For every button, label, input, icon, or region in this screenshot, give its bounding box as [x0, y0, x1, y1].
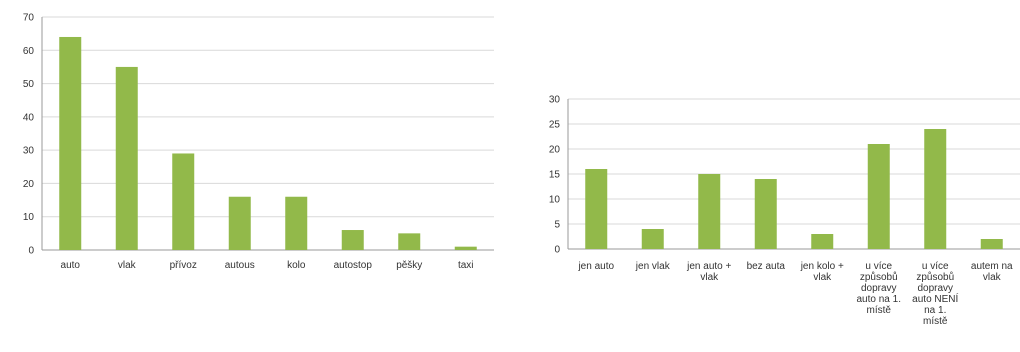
chart-transport-modes: 0 10 20 30 40 50 60 70 auto vlak přívoz autous kolo a… — [0, 0, 500, 300]
x-category-label-line: způsobů — [916, 271, 954, 283]
y-tick-label: 0 — [28, 246, 34, 257]
x-category-label-line: auto na 1. — [857, 294, 901, 305]
bar — [172, 153, 195, 250]
x-category-label-line: dopravy — [917, 283, 953, 294]
x-category-label-line: auto NENÍ — [912, 292, 958, 305]
x-category-label-line: kolo — [287, 260, 306, 271]
x-category-label-line: auto — [61, 260, 81, 271]
x-category-label-line: u více — [865, 261, 892, 272]
x-category-label-line: vlak — [700, 272, 719, 283]
x-category-label: jen auto + vlak — [686, 261, 731, 283]
bar — [754, 179, 777, 249]
x-category-label: kolo — [287, 260, 306, 271]
bar — [341, 230, 364, 250]
y-tick-label: 40 — [23, 112, 35, 123]
x-category-label: u více způsobů dopravy auto na 1. místě — [857, 261, 901, 316]
x-category-label: jen vlak — [635, 261, 671, 272]
x-category-label-line: vlak — [813, 272, 832, 283]
x-category-label-line: autem na — [971, 261, 1013, 272]
y-tick-label: 5 — [554, 220, 560, 231]
bar — [398, 233, 421, 250]
x-category-label: bez auta — [747, 261, 786, 272]
bar — [285, 196, 308, 250]
x-category-label-line: přívoz — [170, 260, 197, 271]
y-tick-label: 0 — [554, 245, 560, 256]
chart-transport-modes-svg: 0 10 20 30 40 50 60 70 auto vlak přívoz autous kolo a… — [23, 13, 494, 271]
x-category-label-line: dopravy — [861, 283, 897, 294]
y-tick-label: 60 — [23, 46, 35, 57]
x-category-label: přívoz — [170, 260, 197, 271]
bar — [980, 239, 1003, 249]
bar — [115, 66, 138, 250]
y-tick-label: 20 — [23, 179, 35, 190]
x-category-label: jen kolo + vlak — [800, 261, 844, 283]
x-category-label: autem na vlak — [971, 261, 1013, 283]
y-tick-label: 30 — [549, 95, 561, 106]
x-category-label: vlak — [118, 260, 137, 271]
bar — [867, 144, 890, 249]
y-tick-label: 10 — [23, 212, 35, 223]
x-category-label-line: taxi — [458, 260, 474, 271]
x-category-label: auto — [61, 260, 81, 271]
x-category-label: jen auto — [577, 261, 614, 272]
y-tick-label: 15 — [549, 170, 561, 181]
x-category-label-line: jen vlak — [635, 261, 671, 272]
y-tick-label: 10 — [549, 195, 561, 206]
y-tick-label: 25 — [549, 120, 561, 131]
x-category-label-line: místě — [867, 305, 892, 316]
bar — [228, 196, 251, 250]
x-category-label-line: na 1. — [924, 305, 946, 316]
x-category-label: taxi — [458, 260, 474, 271]
x-category-label: pěšky — [396, 260, 422, 271]
x-category-label-line: způsobů — [860, 271, 898, 283]
x-category-label-line: jen kolo + — [800, 261, 844, 272]
x-category-label: u více způsobů dopravy auto NENÍ na 1. místě — [912, 261, 958, 327]
bar — [924, 129, 947, 249]
y-tick-label: 20 — [549, 145, 561, 156]
bar — [811, 234, 834, 249]
x-category-label-line: autous — [225, 260, 255, 271]
x-category-label-line: bez auta — [747, 261, 786, 272]
x-category-label: autous — [225, 260, 255, 271]
x-category-label-line: autostop — [334, 260, 373, 271]
bar — [454, 246, 477, 250]
x-category-label-line: pěšky — [396, 260, 422, 271]
x-category-label-line: vlak — [118, 260, 137, 271]
x-category-label: autostop — [334, 260, 373, 271]
x-category-label-line: vlak — [983, 272, 1002, 283]
bar — [698, 174, 721, 249]
x-category-label-line: u více — [922, 261, 949, 272]
y-tick-label: 30 — [23, 146, 35, 157]
y-tick-label: 70 — [23, 13, 35, 24]
chart-transport-combinations: 0 5 10 15 20 25 30 jen auto jen vlak jen auto + vl… — [530, 0, 1020, 352]
bar — [641, 229, 664, 249]
x-category-label-line: místě — [923, 316, 948, 327]
x-category-label-line: jen auto — [577, 261, 614, 272]
bar — [585, 169, 608, 249]
x-category-label-line: jen auto + — [686, 261, 731, 272]
bar — [59, 36, 82, 250]
y-tick-label: 50 — [23, 79, 35, 90]
